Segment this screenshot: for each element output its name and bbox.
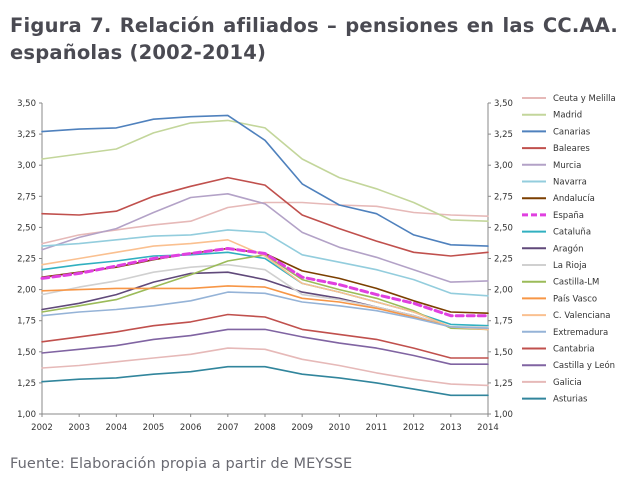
x-tick-label: 2006 <box>180 423 202 433</box>
series-line-14 <box>41 291 489 330</box>
y-tick-label-right: 3,50 <box>494 99 513 109</box>
legend-label: Castilla-LM <box>553 278 599 288</box>
x-tick-label: 2013 <box>440 423 462 433</box>
series-line-16 <box>41 328 489 366</box>
chart-anchor <box>0 0 1 1</box>
x-tick-label: 2007 <box>217 423 239 433</box>
legend-label: Galicia <box>553 378 582 388</box>
legend-label: Asturias <box>553 395 588 405</box>
series-line-1 <box>41 119 489 222</box>
y-tick-label-left: 3,50 <box>17 99 36 109</box>
series-line-3 <box>41 176 489 257</box>
series-line-0 <box>41 201 489 245</box>
y-tick-label-left: 3,00 <box>17 161 36 171</box>
series-line-7 <box>40 247 490 318</box>
y-tick-label-left: 1,25 <box>17 379 36 389</box>
legend-label: Ceuta y Melilla <box>553 94 616 104</box>
y-tick-label-right: 1,50 <box>494 348 513 358</box>
series-line-2 <box>41 114 489 247</box>
y-tick-label-left: 2,75 <box>17 192 36 202</box>
legend-label: C. Valenciana <box>553 311 611 321</box>
legend-label: Madrid <box>553 111 582 121</box>
x-tick-label: 2014 <box>477 423 499 433</box>
y-tick-label-right: 2,25 <box>494 255 513 265</box>
x-tick-label: 2012 <box>403 423 425 433</box>
legend-label: Murcia <box>553 161 581 171</box>
legend-label: Andalucía <box>553 194 595 204</box>
x-tick-label: 2002 <box>31 423 53 433</box>
y-tick-label-left: 1,75 <box>17 317 36 327</box>
x-tick-label: 2011 <box>366 423 388 433</box>
chart-axes: 1,00 1,00 1,25 1,25 1,50 1,50 1,75 1,75 2,00 2,00… <box>17 99 513 433</box>
legend-label: España <box>553 211 584 221</box>
legend-label: País Vasco <box>553 294 597 304</box>
series-line-5 <box>41 229 489 297</box>
y-tick-label-right: 2,75 <box>494 192 513 202</box>
legend-label: Extremadura <box>553 328 608 338</box>
legend-label: Castilla y León <box>553 360 615 371</box>
legend-label: Aragón <box>553 243 584 254</box>
series-line-12 <box>41 285 489 331</box>
figure-title: Figura 7. Relación afiliados – pensiones… <box>10 14 618 64</box>
figure-source: Fuente: Elaboración propia a partir de M… <box>10 456 353 472</box>
y-tick-label-right: 1,25 <box>494 379 513 389</box>
legend-label: Baleares <box>553 144 590 154</box>
x-tick-label: 2003 <box>68 423 90 433</box>
y-tick-label-left: 2,50 <box>17 223 36 233</box>
y-tick-label-left: 1,50 <box>17 348 36 358</box>
x-tick-label: 2010 <box>329 423 351 433</box>
legend-label: Cataluña <box>553 228 591 238</box>
legend-label: Cantabria <box>553 345 595 355</box>
y-tick-label-left: 2,25 <box>17 255 36 265</box>
x-tick-label: 2008 <box>254 423 276 433</box>
series-line-10 <box>41 263 489 328</box>
legend-label: La Rioja <box>553 261 587 271</box>
series-line-17 <box>41 347 489 387</box>
y-tick-label-left: 1,00 <box>17 410 36 420</box>
y-tick-label-right: 1,75 <box>494 317 513 327</box>
x-tick-label: 2009 <box>291 423 313 433</box>
chart-legend: Ceuta y Melilla Madrid Canarias Baleares Mur… <box>522 94 616 405</box>
y-tick-label-right: 1,00 <box>494 410 513 420</box>
series-line-4 <box>41 193 489 283</box>
y-tick-label-right: 2,50 <box>494 223 513 233</box>
x-tick-label: 2005 <box>143 423 165 433</box>
series-line-18 <box>41 365 489 397</box>
x-tick-label: 2004 <box>106 423 128 433</box>
y-tick-label-left: 3,25 <box>17 130 36 140</box>
y-tick-label-right: 2,00 <box>494 286 513 296</box>
legend-label: Navarra <box>553 178 587 188</box>
y-tick-label-right: 3,00 <box>494 161 513 171</box>
series-line-13 <box>41 239 489 331</box>
y-tick-label-left: 2,00 <box>17 286 36 296</box>
series-line-15 <box>41 313 489 359</box>
y-tick-label-right: 3,25 <box>494 130 513 140</box>
chart-plot-area <box>40 114 490 397</box>
legend-label: Canarias <box>553 127 591 137</box>
